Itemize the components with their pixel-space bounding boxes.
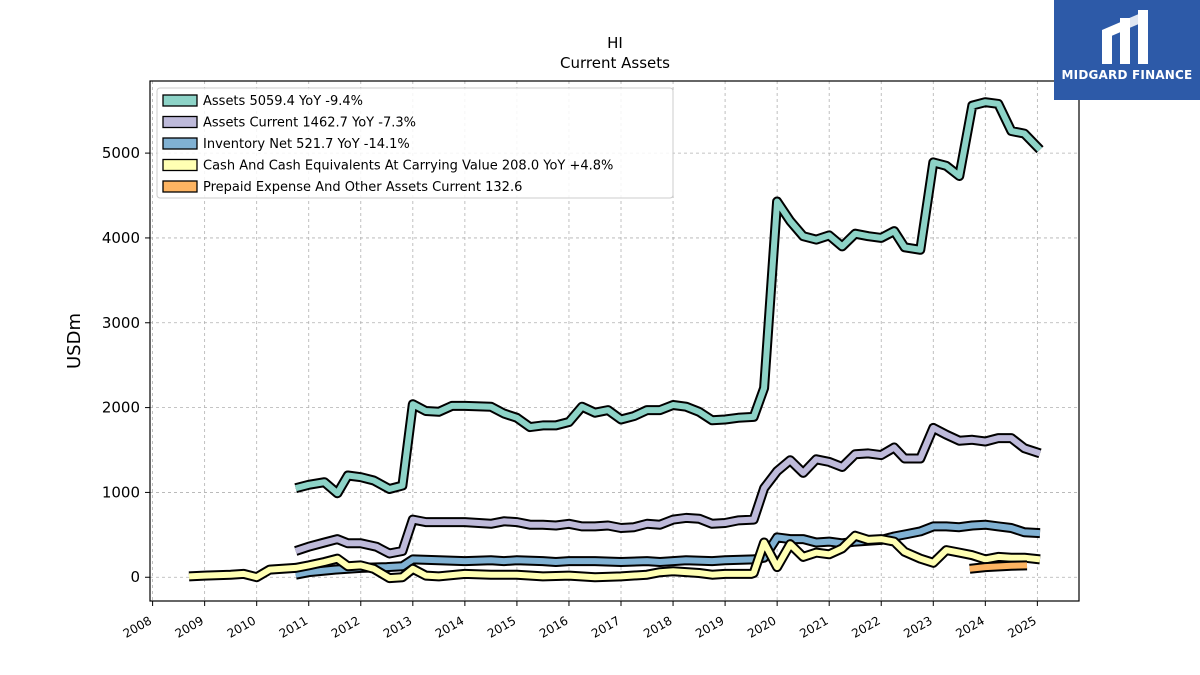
brand-name: MIDGARD FINANCE <box>1061 68 1193 82</box>
series-4 <box>969 560 1028 574</box>
x-tick-label: 2022 <box>849 613 882 640</box>
legend-entry: Inventory Net 521.7 YoY -14.1% <box>203 137 410 152</box>
brand-badge: MIDGARD FINANCE <box>1054 0 1200 100</box>
x-tick-label: 2019 <box>693 613 726 640</box>
x-tick-label: 2014 <box>433 613 466 640</box>
y-tick-label: 4000 <box>102 229 140 247</box>
x-tick-label: 2012 <box>329 613 362 640</box>
x-tick-label: 2020 <box>745 613 778 640</box>
series-1 <box>294 422 1042 559</box>
x-tick-label: 2023 <box>901 613 934 640</box>
x-tick-label: 2016 <box>537 613 570 640</box>
series-line <box>188 532 1041 582</box>
series-line <box>294 424 1041 557</box>
x-tick-label: 2018 <box>641 613 674 640</box>
midgard-logo-icon <box>1102 10 1148 64</box>
legend-entry: Prepaid Expense And Other Assets Current… <box>203 180 522 195</box>
plot-frame <box>149 80 1080 602</box>
series-lines <box>188 97 1044 584</box>
chart-subtitle: Current Assets <box>560 54 670 72</box>
legend-entry: Cash And Cash Equivalents At Carrying Va… <box>203 159 613 174</box>
legend-swatch <box>162 137 198 150</box>
x-tick-label: 2021 <box>797 613 830 640</box>
legend-swatch <box>162 158 198 172</box>
legend-swatch <box>162 180 198 193</box>
chart-title: HI <box>607 34 623 52</box>
x-tick-label: 2025 <box>1005 613 1038 640</box>
series-line <box>295 521 1041 578</box>
y-tick-label: 5000 <box>102 144 140 162</box>
series-0 <box>294 97 1044 499</box>
legend-entry: Assets 5059.4 YoY -9.4% <box>203 94 363 109</box>
axis-ticks: 2008 2009 2010 2011 2012 2013 2014 2015 2016 2017… <box>102 144 1039 641</box>
x-tick-label: 2017 <box>589 613 622 640</box>
x-tick-label: 2015 <box>485 613 518 640</box>
y-axis-label: USDm <box>64 313 85 369</box>
legend: Assets 5059.4 YoY -9.4% Assets Current 14… <box>156 87 674 199</box>
legend-box <box>156 87 674 199</box>
legend-entry: Assets Current 1462.7 YoY -7.3% <box>203 116 416 131</box>
x-tick-label: 2009 <box>173 613 206 640</box>
y-tick-label: 3000 <box>102 314 140 332</box>
series-3 <box>188 530 1041 584</box>
x-tick-label: 2024 <box>953 613 986 640</box>
y-tick-label: 0 <box>130 568 140 586</box>
legend-swatch <box>162 115 198 129</box>
x-tick-label: 2008 <box>121 613 154 640</box>
x-tick-label: 2013 <box>381 613 414 640</box>
y-tick-label: 2000 <box>102 399 140 417</box>
legend-swatch <box>162 94 198 107</box>
y-tick-label: 1000 <box>102 483 140 501</box>
x-tick-label: 2010 <box>225 613 258 640</box>
x-tick-label: 2011 <box>277 613 310 640</box>
series-line <box>294 99 1043 497</box>
series-line <box>969 562 1028 572</box>
series-2 <box>294 519 1041 580</box>
